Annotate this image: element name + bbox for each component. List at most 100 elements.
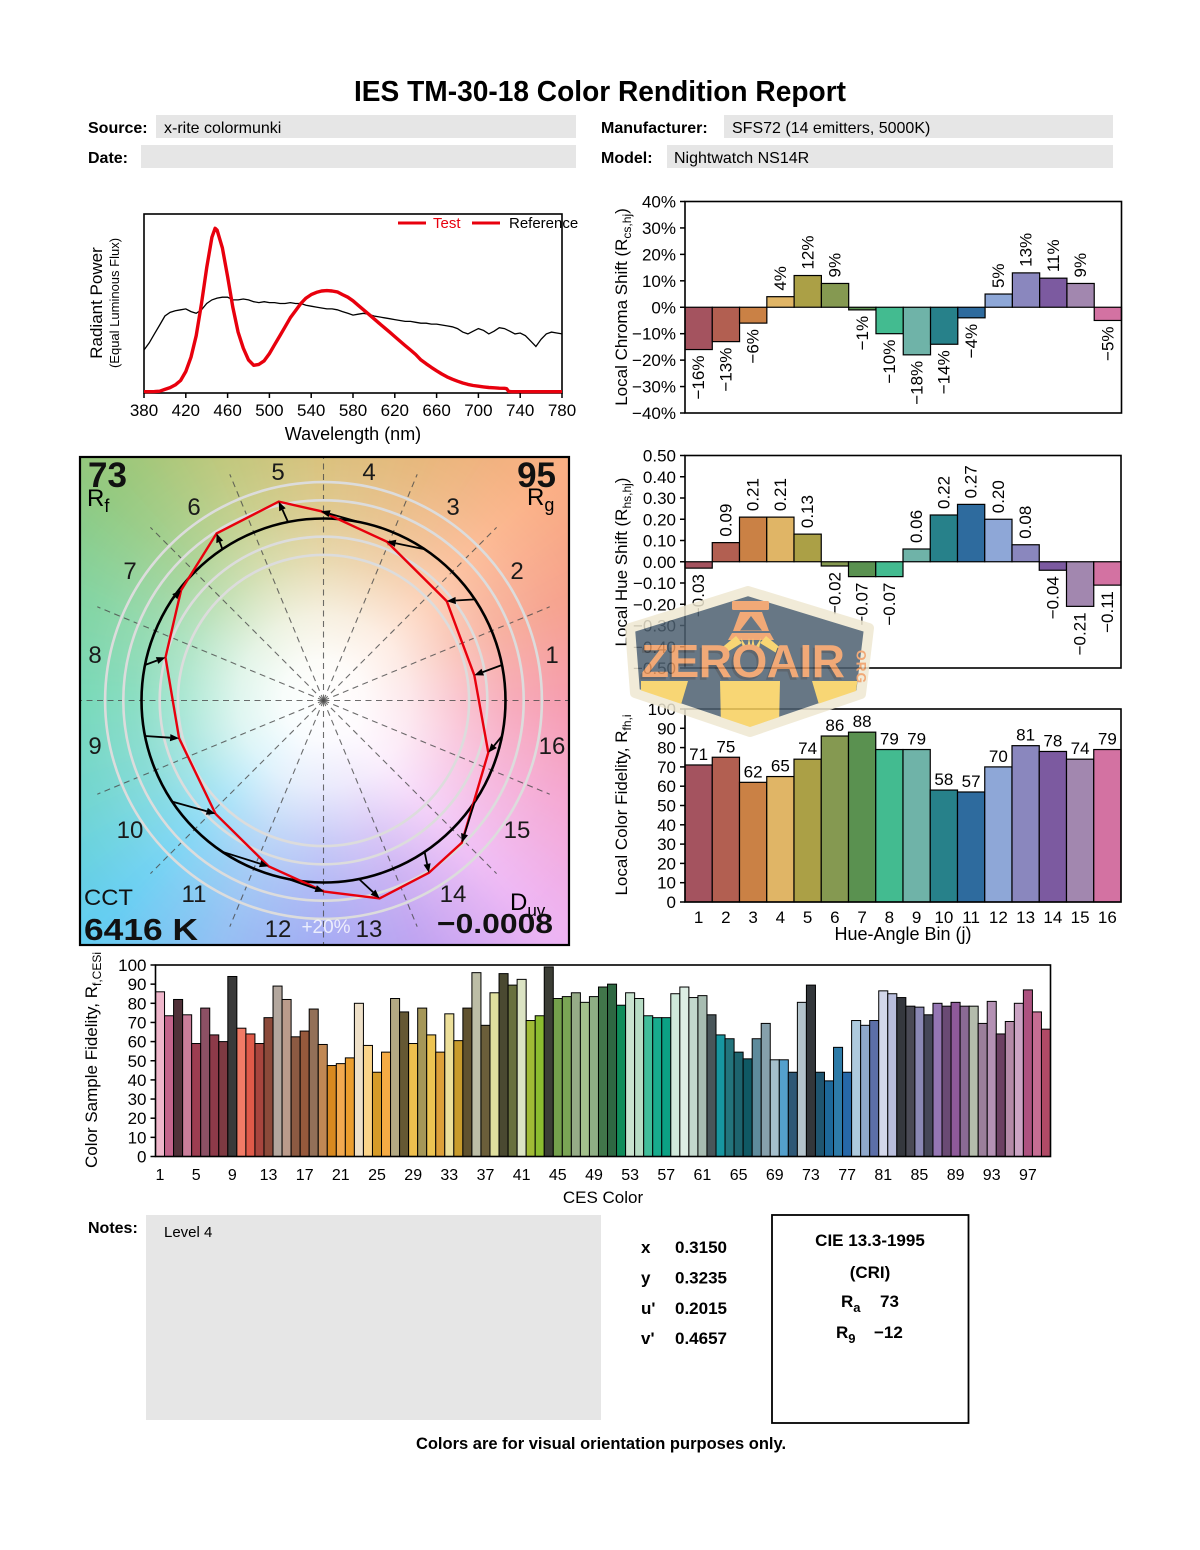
svg-text:13: 13 [356,916,383,943]
svg-text:71: 71 [689,745,708,764]
svg-text:30: 30 [657,835,676,854]
svg-text:10: 10 [117,817,144,844]
svg-text:−6%: −6% [744,329,763,364]
svg-text:7: 7 [123,558,136,585]
svg-text:Notes:: Notes: [88,1220,138,1237]
svg-text:5: 5 [271,459,284,486]
svg-text:0: 0 [667,893,676,912]
svg-text:−5%: −5% [1098,326,1117,361]
svg-text:500: 500 [255,401,283,420]
svg-text:85: 85 [911,1167,929,1184]
svg-text:IES TM-30-18 Color Rendition R: IES TM-30-18 Color Rendition Report [354,76,846,108]
svg-text:−10%: −10% [632,325,676,344]
svg-text:u': u' [641,1299,655,1318]
svg-text:Hue-Angle Bin (j): Hue-Angle Bin (j) [834,924,971,944]
svg-text:74: 74 [798,739,817,758]
svg-text:x: x [641,1238,651,1257]
svg-text:−0.04: −0.04 [1043,576,1062,619]
svg-text:20: 20 [657,854,676,873]
svg-text:Source:: Source: [88,120,148,137]
svg-text:−12: −12 [874,1323,903,1342]
svg-text:3: 3 [748,908,757,927]
svg-text:v': v' [641,1329,655,1348]
svg-text:0: 0 [137,1148,146,1167]
svg-text:0.20: 0.20 [989,480,1008,513]
svg-text:70: 70 [128,1013,147,1032]
svg-text:420: 420 [172,401,200,420]
svg-text:0.40: 0.40 [643,468,676,487]
svg-text:660: 660 [422,401,450,420]
svg-text:CIE 13.3-1995: CIE 13.3-1995 [815,1231,925,1250]
svg-text:30: 30 [128,1090,147,1109]
svg-text:Wavelength (nm): Wavelength (nm) [285,424,421,444]
svg-text:95: 95 [517,456,556,495]
svg-text:45: 45 [549,1167,567,1184]
svg-text:17: 17 [296,1167,314,1184]
svg-text:0.09: 0.09 [716,504,735,537]
svg-text:12%: 12% [798,235,817,269]
svg-text:−4%: −4% [962,324,981,359]
svg-text:90: 90 [657,719,676,738]
svg-text:40: 40 [657,816,676,835]
svg-text:40: 40 [128,1071,147,1090]
svg-text:Radiant Power: Radiant Power [87,247,106,359]
svg-text:8: 8 [88,642,101,669]
svg-text:5: 5 [192,1167,201,1184]
svg-text:57: 57 [962,772,981,791]
svg-text:12: 12 [265,916,292,943]
svg-text:0.00: 0.00 [643,553,676,572]
svg-text:15: 15 [504,817,531,844]
svg-text:65: 65 [730,1167,748,1184]
svg-text:−16%: −16% [689,356,708,400]
svg-text:0.3150: 0.3150 [675,1238,727,1257]
svg-text:89: 89 [947,1167,965,1184]
svg-text:0.27: 0.27 [962,465,981,498]
svg-text:10: 10 [934,908,953,927]
svg-text:ZEROAIR: ZEROAIR [641,635,845,687]
svg-text:16: 16 [1098,908,1117,927]
svg-text:29: 29 [404,1167,422,1184]
svg-text:14: 14 [1043,908,1062,927]
svg-text:−0.11: −0.11 [1098,591,1117,633]
svg-text:−0.07: −0.07 [880,583,899,626]
svg-text:86: 86 [825,716,844,735]
svg-text:0%: 0% [651,298,676,317]
svg-text:0.20: 0.20 [643,510,676,529]
svg-text:Date:: Date: [88,150,128,167]
svg-text:16: 16 [539,733,566,760]
svg-text:33: 33 [440,1167,458,1184]
svg-text:40%: 40% [642,193,676,212]
svg-text:−0.10: −0.10 [633,574,676,593]
svg-text:Test: Test [433,215,461,232]
svg-text:58: 58 [934,770,953,789]
svg-text:62: 62 [744,762,763,781]
svg-text:0.3235: 0.3235 [675,1268,727,1287]
svg-text:−10%: −10% [880,340,899,384]
svg-text:SFS72 (14 emitters, 5000K): SFS72 (14 emitters, 5000K) [732,120,930,137]
svg-text:0.21: 0.21 [771,478,790,511]
svg-text:97: 97 [1019,1167,1037,1184]
svg-text:37: 37 [477,1167,495,1184]
svg-text:80: 80 [128,994,147,1013]
svg-text:CES Color: CES Color [563,1188,644,1207]
svg-text:81: 81 [874,1167,892,1184]
svg-text:6: 6 [187,494,200,521]
svg-text:y: y [641,1268,651,1287]
svg-text:78: 78 [1043,731,1062,750]
svg-text:−30%: −30% [632,378,676,397]
svg-text:11: 11 [182,881,207,908]
svg-text:−14%: −14% [935,350,954,394]
svg-text:57: 57 [657,1167,675,1184]
svg-text:65: 65 [771,757,790,776]
svg-text:14: 14 [440,881,467,908]
svg-text:9%: 9% [826,253,845,278]
svg-text:10: 10 [657,874,676,893]
svg-text:60: 60 [657,777,676,796]
svg-text:Local Color Fidelity, Rfh,i: Local Color Fidelity, Rfh,i [612,714,634,895]
svg-text:5%: 5% [989,263,1008,288]
svg-text:80: 80 [657,739,676,758]
svg-text:540: 540 [297,401,325,420]
svg-text:73: 73 [88,456,127,495]
svg-text:13%: 13% [1017,233,1036,267]
svg-text:6416 K: 6416 K [84,912,199,947]
